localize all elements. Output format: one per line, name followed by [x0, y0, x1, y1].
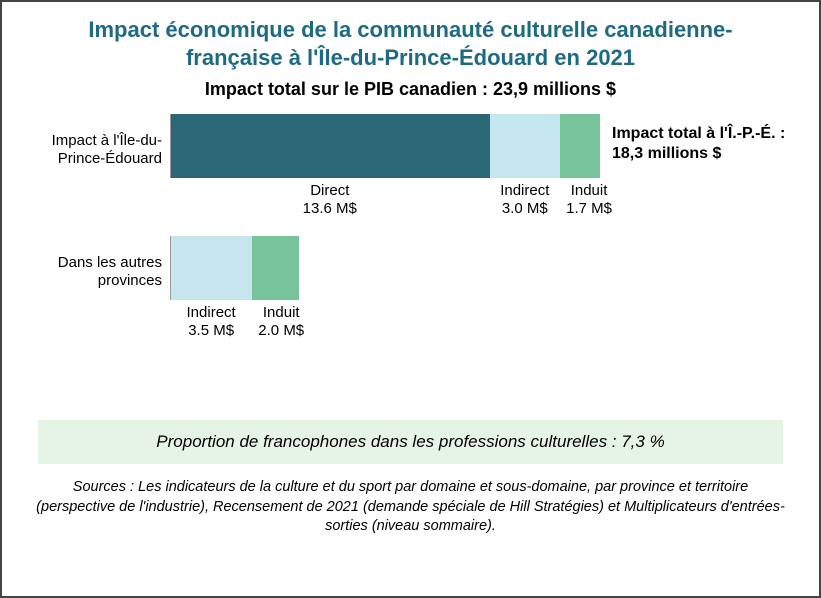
chart-plot-area: Impact à l'Île-du-Prince-ÉdouardDirect13… [20, 114, 801, 394]
bar-zone: Indirect3.5 M$Induit2.0 M$ [170, 236, 801, 340]
y-axis-label: Impact à l'Île-du-Prince-Édouard [20, 114, 170, 168]
bar-row-0: Impact à l'Île-du-Prince-ÉdouardDirect13… [20, 114, 801, 218]
axis-line [170, 236, 171, 300]
segment-label: Induit1.7 M$ [560, 182, 618, 218]
bar-segment-indirect [490, 114, 560, 178]
chart-container: Impact économique de la communauté cultu… [0, 0, 821, 598]
bar-segment-direct [170, 114, 490, 178]
bar-row-1: Dans les autresprovincesIndirect3.5 M$In… [20, 236, 801, 340]
y-axis-label: Dans les autresprovinces [20, 236, 170, 290]
segment-label: Indirect3.0 M$ [490, 182, 560, 218]
bar-segment-induit [560, 114, 600, 178]
segment-label: Indirect3.5 M$ [170, 304, 252, 340]
chart-subtitle: Impact total sur le PIB canadien : 23,9 … [20, 79, 801, 100]
highlight-box: Proportion de francophones dans les prof… [38, 420, 783, 464]
bar-zone: Direct13.6 M$Indirect3.0 M$Induit1.7 M$I… [170, 114, 801, 218]
axis-line [170, 114, 171, 178]
bar-track [170, 236, 801, 300]
bar-labels-row: Indirect3.5 M$Induit2.0 M$ [170, 304, 801, 340]
highlight-box-row: Proportion de francophones dans les prof… [38, 420, 783, 464]
bar-segment-induit [252, 236, 299, 300]
sources-text: Sources : Les indicateurs de la culture … [20, 478, 801, 537]
bar-labels-row: Direct13.6 M$Indirect3.0 M$Induit1.7 M$ [170, 182, 801, 218]
chart-title: Impact économique de la communauté cultu… [20, 16, 801, 71]
segment-label: Direct13.6 M$ [170, 182, 490, 218]
side-note: Impact total à l'Î.-P.-É. :18,3 millions… [612, 124, 785, 164]
bar-segment-indirect [170, 236, 252, 300]
segment-label: Induit2.0 M$ [252, 304, 310, 340]
